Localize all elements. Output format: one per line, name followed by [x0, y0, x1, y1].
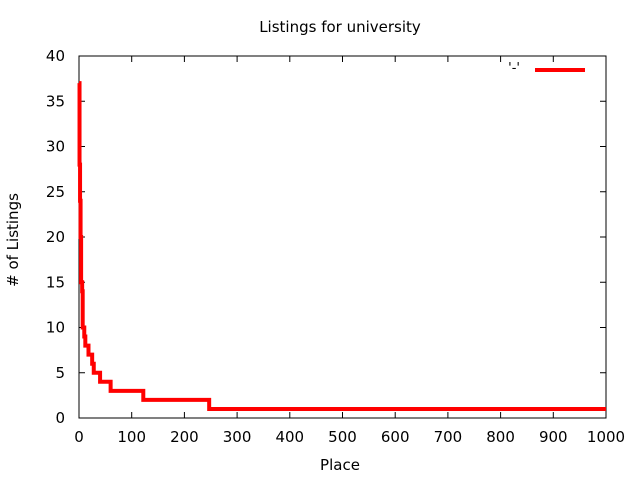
y-tick-label: 30	[46, 138, 65, 156]
y-axis-ticks: 0 5 10 15 20 25 30 35 40	[46, 47, 606, 427]
plot-border	[78, 55, 607, 419]
x-tick-label: 200	[170, 428, 199, 446]
x-axis-label: Place	[320, 456, 360, 474]
y-tick-label: 15	[46, 273, 65, 291]
x-tick-label: 700	[434, 428, 463, 446]
chart-title: Listings for university	[259, 18, 421, 36]
x-axis-ticks: 0 100 200 300 400 500 600 700 800 900 1000	[74, 56, 625, 446]
legend-label: '-'	[508, 61, 520, 76]
series-layer	[77, 81, 606, 411]
y-axis-label: # of Listings	[4, 193, 22, 287]
series-line	[77, 81, 606, 411]
y-tick-label: 25	[46, 183, 65, 201]
x-tick-label: 800	[486, 428, 515, 446]
y-tick-label: 20	[46, 228, 65, 246]
x-tick-label: 900	[539, 428, 568, 446]
y-tick-label: 0	[55, 409, 65, 427]
x-tick-label: 400	[275, 428, 304, 446]
legend: '-'	[508, 61, 585, 76]
y-tick-label: 35	[46, 92, 65, 110]
y-tick-label: 40	[46, 47, 65, 65]
x-tick-label: 0	[74, 428, 84, 446]
y-tick-label: 5	[55, 364, 65, 382]
x-tick-label: 1000	[587, 428, 625, 446]
x-tick-label: 300	[223, 428, 252, 446]
y-tick-label: 10	[46, 319, 65, 337]
x-tick-label: 100	[117, 428, 146, 446]
x-tick-label: 600	[381, 428, 410, 446]
x-tick-label: 500	[328, 428, 357, 446]
plot-frame	[78, 55, 607, 419]
